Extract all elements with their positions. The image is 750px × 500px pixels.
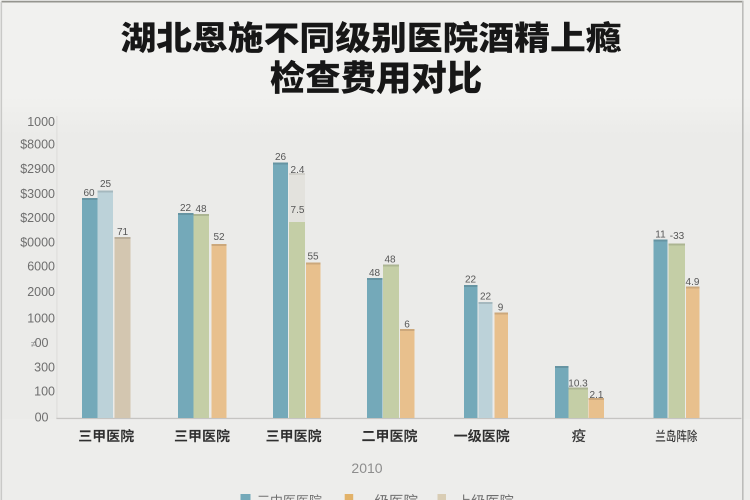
svg-text:100: 100 [34,385,55,399]
svg-text:2010: 2010 [351,460,382,476]
svg-text:$8000: $8000 [20,138,55,152]
svg-text:60: 60 [83,188,95,199]
svg-text:$2000: $2000 [20,211,55,225]
svg-text:7.5: 7.5 [291,205,305,216]
svg-text:22: 22 [465,275,477,286]
svg-text:71: 71 [117,227,129,238]
svg-text:≠: ≠ [31,339,36,350]
svg-text:2.1: 2.1 [590,390,604,401]
svg-text:11: 11 [655,230,666,241]
svg-text:6: 6 [404,320,410,331]
svg-text:00: 00 [35,336,49,350]
svg-text:25: 25 [100,179,112,190]
svg-text:48: 48 [384,255,396,266]
svg-text:00: 00 [35,411,49,425]
svg-text:52: 52 [213,232,225,243]
svg-text:48: 48 [369,268,381,279]
svg-text:4.9: 4.9 [686,277,700,288]
svg-text:1000: 1000 [27,115,55,129]
svg-text:$2900: $2900 [20,162,55,176]
svg-text:2000: 2000 [27,285,55,299]
svg-text:1000: 1000 [27,312,55,326]
svg-text:55: 55 [307,252,319,263]
svg-text:2.4: 2.4 [291,165,305,176]
svg-text:$0000: $0000 [20,236,55,250]
svg-text:$3000: $3000 [20,187,55,201]
svg-text:6000: 6000 [27,260,55,274]
svg-text:22: 22 [180,203,192,214]
svg-text:48: 48 [195,204,207,215]
svg-text:9: 9 [498,303,504,314]
svg-text:-33: -33 [670,231,685,242]
svg-text:26: 26 [275,152,287,163]
svg-text:10.3: 10.3 [568,379,588,390]
svg-text:300: 300 [34,361,55,375]
svg-text:22: 22 [480,292,492,303]
